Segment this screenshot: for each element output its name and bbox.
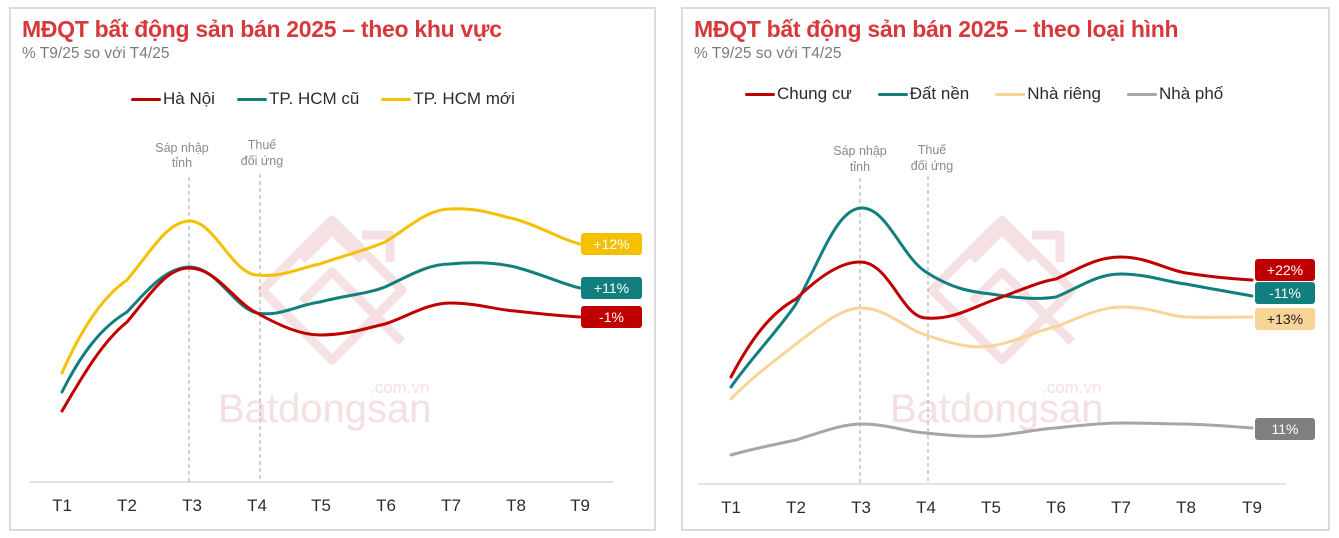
svg-text:T1: T1 xyxy=(721,498,741,517)
svg-text:T2: T2 xyxy=(117,496,137,515)
annotation-label: Sáp nhập xyxy=(155,141,209,155)
legend-label: Nhà phố xyxy=(1158,84,1224,103)
x-axis-labels: T1 T2 T3 T4 T5 T6 T7 T8 T9 xyxy=(721,498,1262,517)
legend-item-hcm-moi[interactable]: TP. HCM mới xyxy=(381,89,515,109)
annotation-label: đối ứng xyxy=(911,159,953,173)
legend-label: TP. HCM mới xyxy=(413,89,515,108)
legend-item-nha-pho[interactable]: Nhà phố xyxy=(1126,84,1224,104)
svg-text:T3: T3 xyxy=(182,496,202,515)
annotation-label: tỉnh xyxy=(172,156,192,170)
series-line-chung-cu xyxy=(729,255,1254,379)
legend-label: Chung cư xyxy=(777,84,852,103)
watermark-suffix: .com.vn xyxy=(370,378,430,397)
svg-text:T9: T9 xyxy=(1242,498,1262,517)
legend-swatch-icon xyxy=(745,92,775,96)
watermark-brand: Batdongsan xyxy=(890,387,1104,431)
watermark-logo-icon xyxy=(257,215,407,365)
svg-text:T5: T5 xyxy=(311,496,331,515)
annotation-label: Thuế xyxy=(918,143,947,157)
svg-text:+12%: +12% xyxy=(593,236,629,252)
watermark-logo-icon xyxy=(927,215,1077,365)
chart-subtitle: % T9/25 so với T4/25 xyxy=(694,45,842,62)
svg-text:+22%: +22% xyxy=(1267,262,1303,278)
series-line-ha-noi xyxy=(60,266,582,413)
svg-text:T5: T5 xyxy=(981,498,1001,517)
annotation-label: tỉnh xyxy=(850,160,870,174)
svg-text:T4: T4 xyxy=(247,496,267,515)
svg-text:T4: T4 xyxy=(916,498,936,517)
svg-text:T7: T7 xyxy=(1111,498,1131,517)
legend-swatch-icon xyxy=(131,97,161,101)
svg-text:T2: T2 xyxy=(786,498,806,517)
svg-text:T3: T3 xyxy=(851,498,871,517)
chart-panel-type: MĐQT bất động sản bán 2025 – theo loại h… xyxy=(681,7,1330,531)
series-line-nha-rieng xyxy=(729,305,1254,401)
series-line-hcm-cu xyxy=(60,261,582,394)
svg-text:T9: T9 xyxy=(570,496,590,515)
end-label-nha-pho: 11% xyxy=(1255,418,1315,440)
chart-legend: Hà Nội TP. HCM cũ TP. HCM mới xyxy=(131,89,515,109)
end-label-hcm-moi: +12% xyxy=(581,233,642,255)
legend-item-chung-cu[interactable]: Chung cư xyxy=(745,84,852,104)
legend-item-nha-rieng[interactable]: Nhà riêng xyxy=(995,84,1101,104)
series-line-nha-pho xyxy=(729,421,1254,457)
legend-item-hcm-cu[interactable]: TP. HCM cũ xyxy=(236,89,360,109)
svg-text:-11%: -11% xyxy=(1269,285,1301,301)
end-label-hcm-cu: +11% xyxy=(581,277,642,299)
svg-text:T1: T1 xyxy=(52,496,72,515)
watermark-brand: Batdongsan xyxy=(218,387,432,431)
svg-text:11%: 11% xyxy=(1272,421,1299,437)
x-axis-labels: T1 T2 T3 T4 T5 T6 T7 T8 T9 xyxy=(52,496,590,515)
legend-swatch-icon xyxy=(236,97,267,101)
chart-panel-region: MĐQT bất động sản bán 2025 – theo khu vự… xyxy=(9,7,656,531)
legend-swatch-icon xyxy=(381,97,412,101)
legend-swatch-icon xyxy=(1126,92,1157,96)
legend-label: Nhà riêng xyxy=(1027,84,1101,103)
legend-label: Đất nền xyxy=(909,84,970,103)
svg-text:-1%: -1% xyxy=(599,309,624,325)
svg-text:T8: T8 xyxy=(1176,498,1196,517)
legend-label: TP. HCM cũ xyxy=(268,89,360,108)
svg-text:T7: T7 xyxy=(441,496,461,515)
chart-title: MĐQT bất động sản bán 2025 – theo loại h… xyxy=(694,16,1179,42)
chart-legend: Chung cư Đất nền Nhà riêng Nhà phố xyxy=(745,84,1223,104)
svg-text:T6: T6 xyxy=(376,496,396,515)
line-chart-type: Batdongsan .com.vn Sáp nhập tỉnh Thuế đố… xyxy=(698,143,1315,517)
legend-item-ha-noi[interactable]: Hà Nội xyxy=(131,89,215,109)
svg-text:T6: T6 xyxy=(1046,498,1066,517)
end-label-ha-noi: -1% xyxy=(581,306,642,328)
chart-subtitle: % T9/25 so với T4/25 xyxy=(22,45,170,62)
series-line-hcm-moi xyxy=(60,207,582,375)
line-chart-region: Batdongsan .com.vn Sáp nhập tỉnh Thuế đố… xyxy=(30,138,642,515)
legend-item-dat-nen[interactable]: Đất nền xyxy=(877,84,970,104)
annotation-label: Thuế xyxy=(248,138,277,152)
svg-text:+13%: +13% xyxy=(1267,311,1303,327)
end-label-nha-rieng: +13% xyxy=(1255,308,1315,330)
legend-swatch-icon xyxy=(877,92,908,96)
svg-text:T8: T8 xyxy=(506,496,526,515)
annotation-label: đối ứng xyxy=(241,154,283,168)
end-label-dat-nen: -11% xyxy=(1255,282,1315,304)
series-line-dat-nen xyxy=(729,206,1254,389)
legend-swatch-icon xyxy=(995,92,1026,96)
svg-text:+11%: +11% xyxy=(594,280,629,296)
end-label-chung-cu: +22% xyxy=(1255,259,1315,281)
legend-label: Hà Nội xyxy=(163,89,215,108)
watermark-suffix: .com.vn xyxy=(1042,378,1102,397)
annotation-label: Sáp nhập xyxy=(833,144,887,158)
chart-title: MĐQT bất động sản bán 2025 – theo khu vự… xyxy=(22,16,502,42)
